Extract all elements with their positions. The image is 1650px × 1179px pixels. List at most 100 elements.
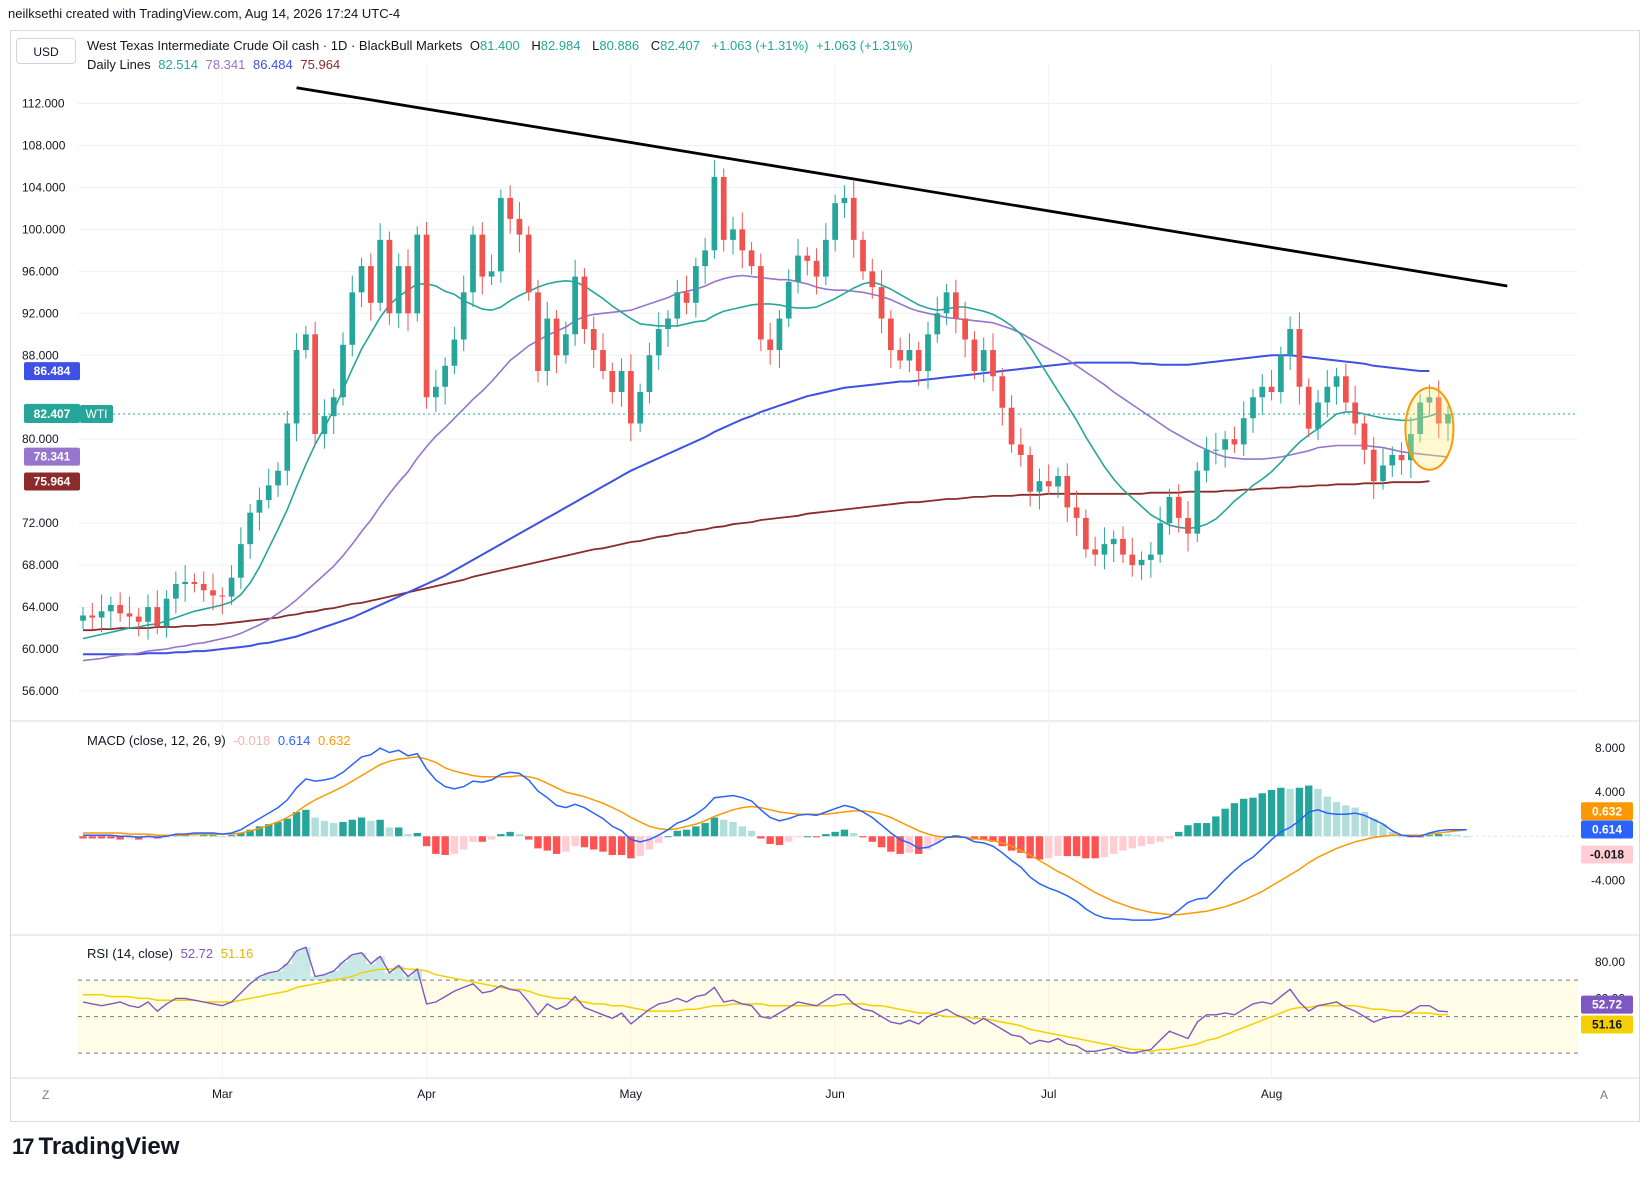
candle[interactable] [887,318,894,351]
candle[interactable] [1333,376,1340,387]
candle[interactable] [590,329,597,351]
candle[interactable] [1175,496,1182,518]
candle[interactable] [228,577,235,597]
candle[interactable] [776,318,783,351]
candle[interactable] [293,350,300,424]
candle[interactable] [822,239,829,277]
rsi-title[interactable]: RSI (14, close) [87,946,173,961]
candle[interactable] [460,292,467,340]
candle[interactable] [210,590,216,596]
candle[interactable] [767,339,774,351]
candle[interactable] [265,485,272,501]
candle[interactable] [581,276,588,330]
candle[interactable] [980,350,987,372]
candle[interactable] [1305,386,1312,429]
candle[interactable] [349,292,356,345]
symbol-title[interactable]: West Texas Intermediate Crude Oil cash ·… [87,38,463,53]
candle[interactable] [237,544,244,578]
candle[interactable] [795,255,801,282]
candle[interactable] [377,239,384,303]
candle[interactable] [1166,496,1173,524]
candle[interactable] [665,318,671,330]
candle[interactable] [878,287,885,319]
candle[interactable] [414,234,421,314]
candle[interactable] [1352,402,1359,424]
tradingview-brand[interactable]: 17 TradingView [12,1133,179,1161]
candle[interactable] [869,271,876,288]
candle[interactable] [1194,470,1201,534]
macd-title[interactable]: MACD (close, 12, 26, 9) [87,733,226,748]
candle[interactable] [600,350,606,372]
candle[interactable] [1082,517,1089,550]
candle[interactable] [1277,355,1284,392]
candle[interactable] [1435,397,1442,424]
candle[interactable] [553,318,560,356]
candle[interactable] [748,250,755,267]
daily-lines-label[interactable]: Daily Lines [87,57,151,72]
candle[interactable] [943,292,950,314]
candle[interactable] [683,292,690,303]
candle[interactable] [163,598,170,626]
candle[interactable] [432,386,439,398]
candle[interactable] [655,329,662,356]
candle[interactable] [813,260,820,277]
candle[interactable] [999,376,1006,408]
candle[interactable] [1426,397,1433,403]
candle[interactable] [1268,386,1275,392]
candle[interactable] [1147,554,1154,560]
candle[interactable] [897,350,904,361]
candle[interactable] [107,604,114,612]
candle[interactable] [117,604,124,614]
candle[interactable] [145,607,151,622]
candle[interactable] [535,292,541,372]
candle[interactable] [609,371,616,392]
candle[interactable] [832,203,839,240]
candle[interactable] [470,234,476,293]
candle[interactable] [1231,439,1238,445]
candle[interactable] [1185,517,1191,534]
candle[interactable] [702,250,709,267]
candle[interactable] [275,470,281,486]
candle[interactable] [247,512,254,545]
candle[interactable] [451,339,458,366]
candle[interactable] [135,616,142,622]
candle[interactable] [182,581,189,584]
candle[interactable] [711,176,718,251]
candle[interactable] [1027,454,1034,492]
candle[interactable] [1296,329,1303,387]
candle[interactable] [962,318,969,340]
candle[interactable] [200,584,207,591]
candle[interactable] [1101,544,1108,555]
candle[interactable] [330,397,337,417]
candle[interactable] [990,350,996,377]
candle[interactable] [1259,386,1266,398]
candle[interactable] [674,292,681,319]
candle[interactable] [1315,402,1321,429]
candle[interactable] [1017,444,1024,455]
candle[interactable] [516,218,523,235]
candle[interactable] [1287,329,1294,356]
candle[interactable] [1055,475,1061,487]
candle[interactable] [1445,414,1451,424]
candle[interactable] [321,416,328,434]
candle[interactable] [284,423,291,471]
candle[interactable] [934,313,941,335]
candle[interactable] [906,350,913,361]
candle[interactable] [544,318,551,372]
candle[interactable] [507,197,514,219]
candle[interactable] [572,276,579,335]
candle[interactable] [637,392,644,424]
candle[interactable] [1008,407,1015,445]
candle[interactable] [915,350,922,372]
candle[interactable] [80,615,86,621]
candle[interactable] [1203,449,1210,471]
candle[interactable] [423,234,430,398]
candle[interactable] [850,197,857,240]
candle[interactable] [1370,449,1377,482]
trendline[interactable] [296,86,1508,288]
candle[interactable] [312,334,319,434]
currency-selector[interactable]: USD [16,38,76,64]
candle[interactable] [1380,465,1386,482]
candle[interactable] [395,266,402,314]
